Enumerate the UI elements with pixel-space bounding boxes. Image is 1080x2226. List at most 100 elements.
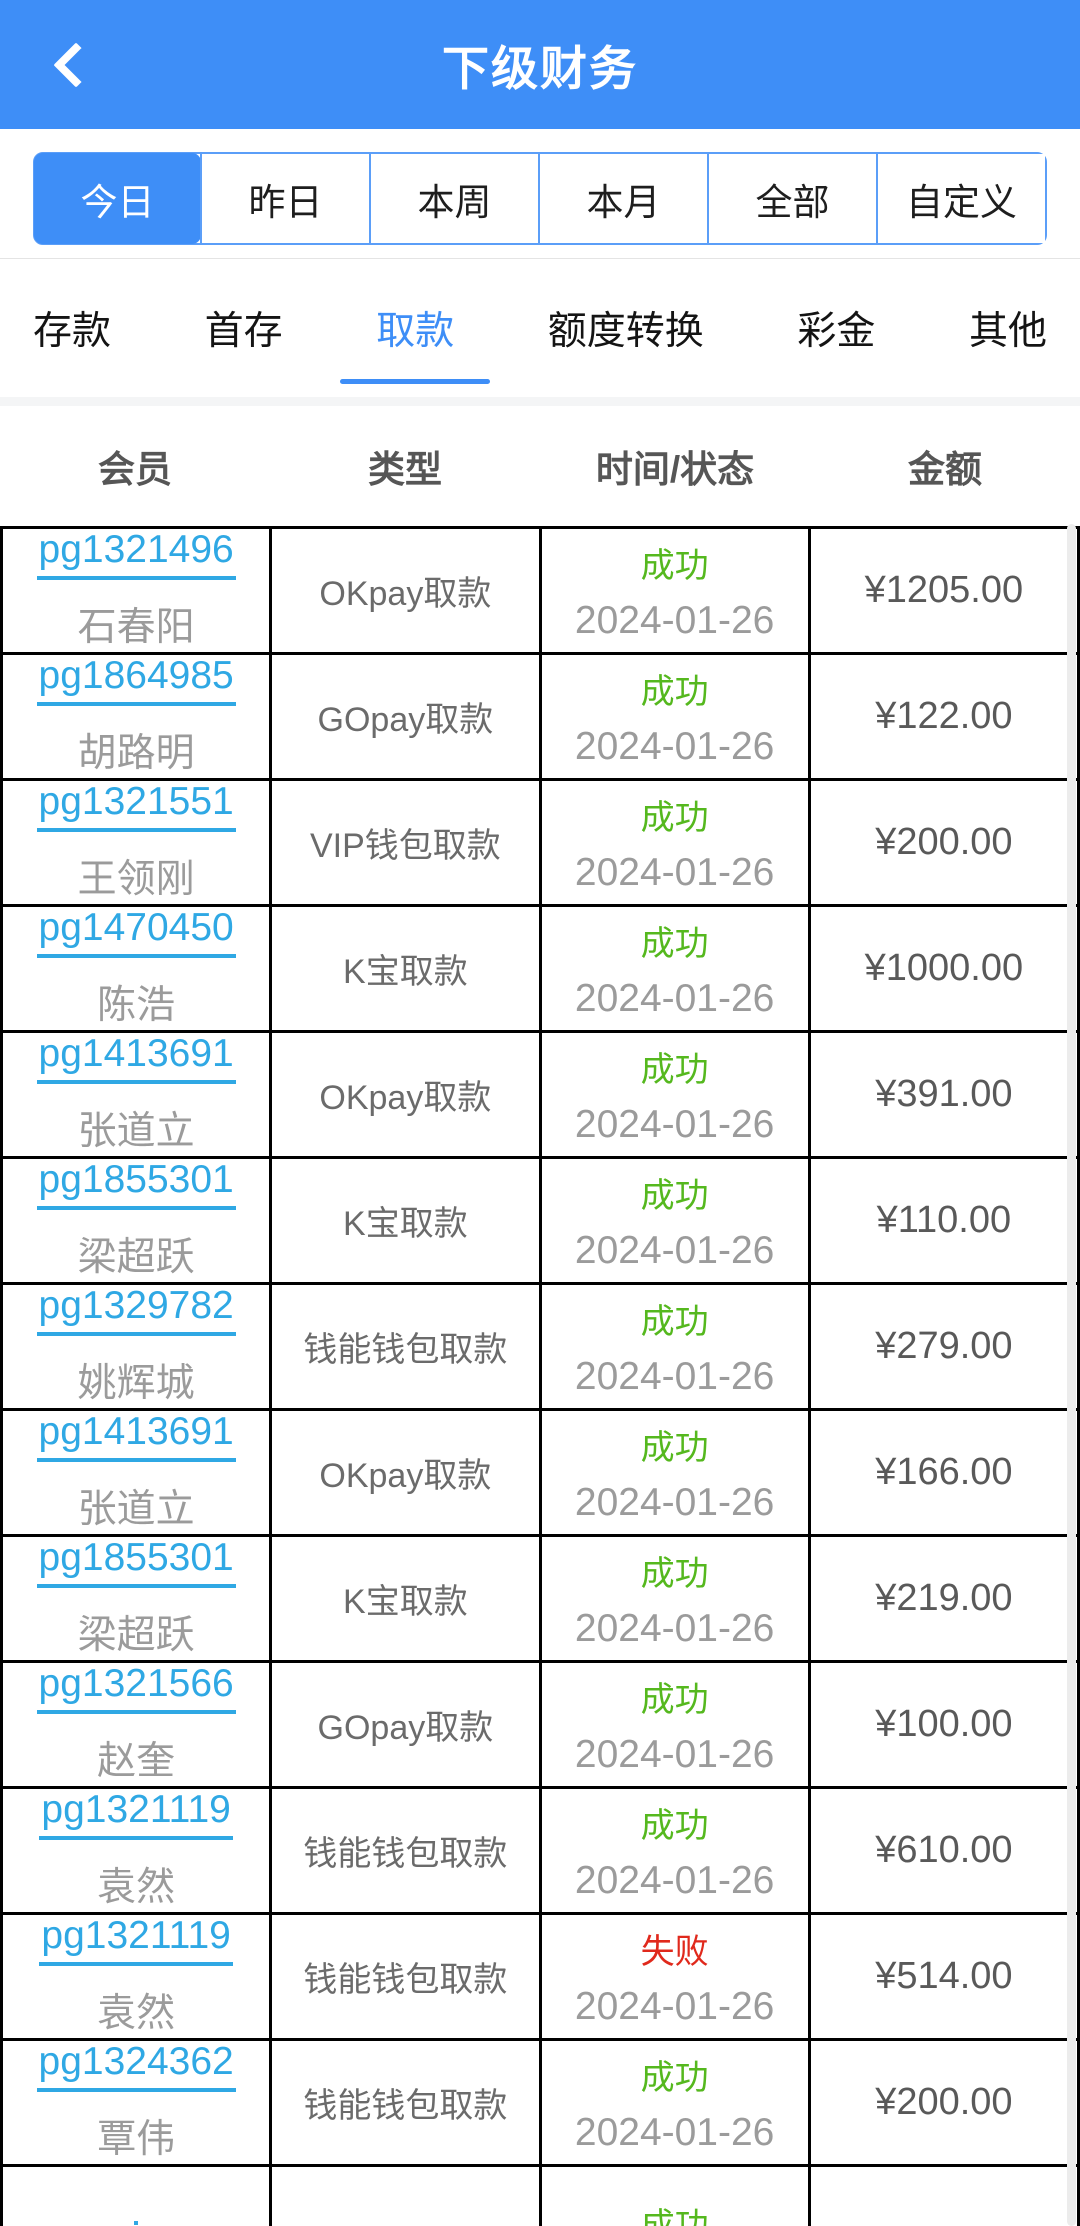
transaction-type: K宝取款 <box>269 904 542 1033</box>
member-name: 石春阳 <box>77 605 195 649</box>
date-filter-group: 今日 昨日 本周 本月 全部 自定义 <box>33 152 1047 245</box>
tab-deposit[interactable]: 存款 <box>33 310 112 353</box>
date-filter-today[interactable]: 今日 <box>34 153 201 244</box>
transaction-type: 钱能钱包取款 <box>269 1282 542 1411</box>
table-row: pg1413691 张道立 OKpay取款 成功 2024-01-26 ¥391… <box>0 1030 1080 1159</box>
member-id-link[interactable]: pg1413691 <box>36 1410 236 1462</box>
member-id-link[interactable]: pg1321551 <box>36 780 236 832</box>
status-badge: 成功 <box>640 925 709 963</box>
member-id-link[interactable]: pg1864985 <box>36 654 236 706</box>
member-name: 胡路明 <box>77 731 195 775</box>
transaction-type: K宝取款 <box>269 1534 542 1663</box>
date-text: 2024-01-26 <box>574 1733 775 1776</box>
tab-other[interactable]: 其他 <box>968 310 1047 353</box>
date-filter-this-week[interactable]: 本周 <box>369 154 538 243</box>
date-text: 2024-01-26 <box>574 1607 775 1650</box>
vertical-scrollbar[interactable] <box>1067 524 1076 2226</box>
date-filter-all[interactable]: 全部 <box>707 154 876 243</box>
transaction-type: VIP钱包取款 <box>269 778 542 907</box>
date-filter-yesterday[interactable]: 昨日 <box>200 154 369 243</box>
amount: ¥279.00 <box>807 1282 1080 1411</box>
tab-first-deposit[interactable]: 首存 <box>204 310 283 353</box>
status-badge: 成功 <box>640 1681 709 1719</box>
category-tabs: 存款 首存 取款 额度转换 彩金 其他 <box>0 259 1080 397</box>
amount: ¥1000.00 <box>807 904 1080 1033</box>
transaction-type: OKpay取款 <box>269 1030 542 1159</box>
member-name: 袁然 <box>97 1991 176 2035</box>
table-row: pg1329782 姚辉城 钱能钱包取款 成功 2024-01-26 ¥279.… <box>0 1282 1080 1411</box>
status-badge: 成功 <box>640 799 709 837</box>
table-column-headers: 会员 类型 时间/状态 金额 <box>0 406 1080 526</box>
member-id-link[interactable] <box>134 2217 139 2225</box>
table-row: pg1321551 王领刚 VIP钱包取款 成功 2024-01-26 ¥200… <box>0 778 1080 907</box>
member-name: 梁超跃 <box>77 1235 195 1279</box>
date-text: 2024-01-26 <box>574 599 775 642</box>
member-id-link[interactable]: pg1855301 <box>36 1536 236 1588</box>
transaction-type: 钱能钱包取款 <box>269 1786 542 1915</box>
member-name: 赵奎 <box>97 1739 176 1783</box>
transaction-type: GOpay取款 <box>269 652 542 781</box>
status-badge: 成功 <box>640 1051 709 1089</box>
amount: ¥514.00 <box>807 1912 1080 2041</box>
member-id-link[interactable]: pg1470450 <box>36 906 236 958</box>
transaction-type: 钱能钱包取款 <box>269 1912 542 2041</box>
date-text: 2024-01-26 <box>574 1229 775 1272</box>
member-id-link[interactable]: pg1321119 <box>39 1788 233 1840</box>
date-text: 2024-01-26 <box>574 725 775 768</box>
status-badge: 成功 <box>640 673 709 711</box>
member-id-link[interactable]: pg1321566 <box>36 1662 236 1714</box>
date-text: 2024-01-26 <box>574 977 775 1020</box>
date-text: 2024-01-26 <box>574 1355 775 1398</box>
amount: ¥1205.00 <box>807 526 1080 655</box>
app-header: 下级财务 <box>0 0 1080 129</box>
page-title: 下级财务 <box>442 42 638 95</box>
tab-quota-transfer[interactable]: 额度转换 <box>547 310 704 353</box>
member-id-link[interactable]: pg1321496 <box>36 528 236 580</box>
member-name: 陈浩 <box>97 983 176 1027</box>
table-row: pg1855301 梁超跃 K宝取款 成功 2024-01-26 ¥110.00 <box>0 1156 1080 1285</box>
column-header-amount: 金额 <box>908 449 982 490</box>
status-badge: 成功 <box>640 547 709 585</box>
member-name: 梁超跃 <box>77 1613 195 1657</box>
back-button[interactable] <box>46 35 106 95</box>
column-header-type: 类型 <box>368 449 442 490</box>
date-text: 2024-01-26 <box>574 2111 775 2154</box>
member-id-link[interactable]: pg1321119 <box>39 1914 233 1966</box>
column-header-member: 会员 <box>98 449 172 490</box>
member-id-link[interactable]: pg1324362 <box>36 2040 236 2092</box>
status-badge: 成功 <box>640 2059 709 2097</box>
date-filter-this-month[interactable]: 本月 <box>538 154 707 243</box>
member-id-link[interactable]: pg1329782 <box>36 1284 236 1336</box>
member-name: 王领刚 <box>77 857 195 901</box>
finance-table: pg1321496 石春阳 OKpay取款 成功 2024-01-26 ¥120… <box>0 526 1080 2226</box>
status-badge: 成功 <box>640 1807 709 1845</box>
chevron-left-icon <box>53 41 99 88</box>
table-row: pg1470450 陈浩 K宝取款 成功 2024-01-26 ¥1000.00 <box>0 904 1080 1033</box>
table-row: pg1413691 张道立 OKpay取款 成功 2024-01-26 ¥166… <box>0 1408 1080 1537</box>
date-filter-custom[interactable]: 自定义 <box>876 154 1045 243</box>
amount: ¥391.00 <box>807 1030 1080 1159</box>
table-row: pg1864985 胡路明 GOpay取款 成功 2024-01-26 ¥122… <box>0 652 1080 781</box>
status-badge: 成功 <box>640 1429 709 1467</box>
transaction-type: GOpay取款 <box>269 1660 542 1789</box>
amount: ¥100.00 <box>807 1660 1080 1789</box>
amount: ¥200.00 <box>807 778 1080 907</box>
date-text: 2024-01-26 <box>574 851 775 894</box>
member-id-link[interactable]: pg1413691 <box>36 1032 236 1084</box>
status-badge: 成功 <box>640 1303 709 1341</box>
date-text: 2024-01-26 <box>574 1103 775 1146</box>
amount: ¥219.00 <box>807 1534 1080 1663</box>
table-row: pg1321566 赵奎 GOpay取款 成功 2024-01-26 ¥100.… <box>0 1660 1080 1789</box>
amount: ¥610.00 <box>807 1786 1080 1915</box>
transaction-type: OKpay取款 <box>269 526 542 655</box>
tab-bonus[interactable]: 彩金 <box>797 310 876 353</box>
tab-withdrawal[interactable]: 取款 <box>376 259 454 397</box>
transaction-type: K宝取款 <box>269 1156 542 1285</box>
date-text: 2024-01-26 <box>574 1985 775 2028</box>
status-badge: 成功 <box>640 2207 709 2226</box>
transaction-type <box>269 2164 542 2226</box>
member-id-link[interactable]: pg1855301 <box>36 1158 236 1210</box>
table-row: pg1324362 覃伟 钱能钱包取款 成功 2024-01-26 ¥200.0… <box>0 2038 1080 2167</box>
table-row: pg1321119 袁然 钱能钱包取款 成功 2024-01-26 ¥610.0… <box>0 1786 1080 1915</box>
section-divider <box>0 397 1080 406</box>
